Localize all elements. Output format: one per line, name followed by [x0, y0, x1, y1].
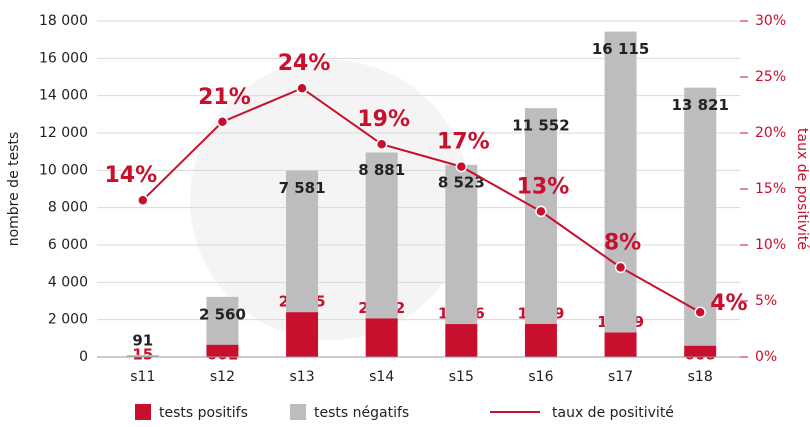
y2-tick-label: 20% — [755, 125, 786, 141]
rate-label: 4% — [710, 291, 747, 316]
x-tick-label: s18 — [688, 369, 713, 385]
y-tick-label: 10 000 — [39, 162, 88, 178]
chart: nombre de tests taux de positivité 0 2 00… — [0, 0, 810, 427]
y2-tick-label: 0% — [755, 349, 777, 365]
value-label: 16 115 — [592, 40, 649, 58]
value-label: 8 881 — [358, 161, 405, 179]
value-label: 7 581 — [279, 179, 326, 197]
y-tick-label: 8 000 — [48, 200, 88, 216]
rate-label: 19% — [357, 107, 410, 132]
y2-tick-label: 5% — [755, 293, 777, 309]
y-tick-label: 0 — [79, 349, 88, 365]
y-tick-label: 12 000 — [39, 125, 88, 141]
rate-point — [138, 195, 148, 205]
y2-tick-label: 15% — [755, 181, 786, 197]
bar-segment — [366, 318, 398, 357]
bar-segment — [525, 324, 557, 357]
x-tick-label: s11 — [130, 369, 155, 385]
rate-point — [297, 83, 307, 93]
x-tick-label: s16 — [528, 369, 553, 385]
y2-tick-label: 25% — [755, 69, 786, 85]
value-label: 661 — [207, 346, 238, 364]
rate-label: 21% — [198, 85, 251, 110]
value-label: 2 560 — [199, 305, 246, 323]
rate-point — [456, 162, 466, 172]
value-label: 91 — [132, 332, 153, 350]
y2-tick-label: 30% — [755, 13, 786, 29]
rate-point — [616, 262, 626, 272]
y2-axis-label: taux de positivité — [794, 128, 810, 250]
rate-label: 14% — [104, 163, 157, 188]
value-label: 11 552 — [512, 117, 569, 135]
bar-segment — [605, 332, 637, 357]
rate-label: 17% — [437, 130, 490, 155]
rate-point — [377, 139, 387, 149]
y-axis-label: nombre de tests — [6, 132, 22, 247]
legend-swatch — [290, 404, 306, 420]
x-tick-label: s17 — [608, 369, 633, 385]
y-tick-label: 14 000 — [39, 88, 88, 104]
bar-segment — [127, 355, 159, 357]
rate-label: 13% — [517, 174, 570, 199]
x-tick-label: s14 — [369, 369, 394, 385]
y-tick-label: 6 000 — [48, 237, 88, 253]
y-tick-label: 18 000 — [39, 13, 88, 29]
rate-point — [695, 307, 705, 317]
y-tick-label: 2 000 — [48, 312, 88, 328]
legend-swatch — [135, 404, 151, 420]
value-label: 608 — [685, 346, 716, 364]
x-tick-label: s13 — [290, 369, 315, 385]
value-label: 13 821 — [671, 96, 728, 114]
rate-label: 24% — [278, 51, 331, 76]
rate-point — [217, 117, 227, 127]
bar-segment — [605, 32, 637, 333]
y2-tick-label: 10% — [755, 237, 786, 253]
legend-label: taux de positivité — [552, 405, 674, 421]
x-tick-label: s15 — [449, 369, 474, 385]
x-tick-label: s12 — [210, 369, 235, 385]
bar-segment — [286, 312, 318, 357]
legend-label: tests positifs — [159, 405, 248, 421]
rate-point — [536, 206, 546, 216]
legend-label: tests négatifs — [314, 405, 409, 421]
y-tick-label: 16 000 — [39, 50, 88, 66]
rate-label: 8% — [604, 230, 641, 255]
bar-segment — [445, 324, 477, 357]
y-tick-label: 4 000 — [48, 274, 88, 290]
